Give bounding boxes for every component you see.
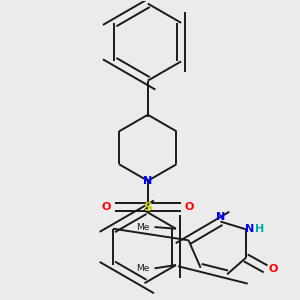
Text: N: N <box>245 224 254 234</box>
Text: H: H <box>255 224 264 234</box>
Text: N: N <box>216 212 225 222</box>
Text: O: O <box>184 202 194 212</box>
Text: Me: Me <box>136 223 149 232</box>
Text: O: O <box>102 202 111 212</box>
Text: N: N <box>143 176 152 186</box>
Text: O: O <box>268 264 278 274</box>
Text: S: S <box>143 201 152 214</box>
Text: Me: Me <box>136 264 149 273</box>
